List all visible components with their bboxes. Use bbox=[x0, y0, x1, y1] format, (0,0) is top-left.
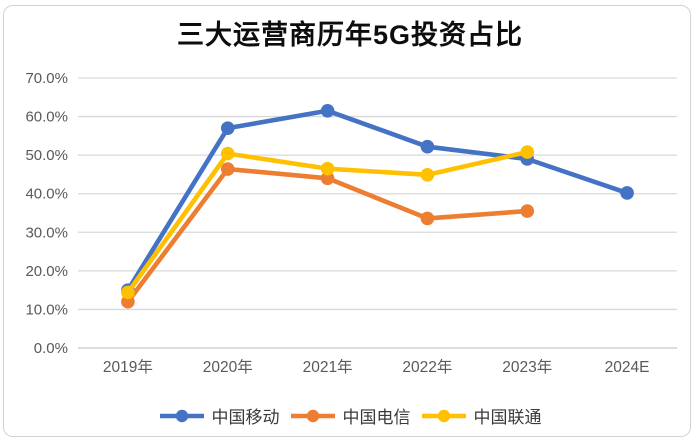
chart-legend: 中国移动 中国电信 中国联通 bbox=[0, 403, 700, 428]
data-point-china-unicom bbox=[520, 145, 535, 159]
data-point-china-unicom bbox=[320, 161, 335, 176]
y-tick-label: 60.0% bbox=[25, 109, 68, 126]
data-point-china-unicom bbox=[420, 168, 435, 182]
chart-frame bbox=[3, 5, 691, 437]
y-tick-label: 40.0% bbox=[25, 186, 68, 203]
data-point-china-telecom bbox=[420, 211, 435, 226]
x-tick-label: 2021年 bbox=[303, 358, 353, 376]
legend-marker-icon-china-mobile bbox=[159, 409, 204, 422]
x-tick-label: 2022年 bbox=[402, 358, 452, 376]
y-tick-label: 0.0% bbox=[34, 340, 68, 357]
legend-item-china-unicom: 中国联通 bbox=[421, 403, 542, 428]
data-point-china-mobile bbox=[320, 103, 335, 118]
data-point-china-unicom bbox=[121, 285, 135, 300]
x-tick-label: 2023年 bbox=[502, 358, 552, 376]
data-point-china-telecom bbox=[520, 204, 535, 218]
data-point-china-mobile bbox=[620, 186, 634, 200]
legend-marker-icon-china-telecom bbox=[290, 409, 335, 422]
y-tick-label: 20.0% bbox=[25, 263, 68, 280]
x-tick-label: 2020年 bbox=[203, 358, 253, 376]
data-point-china-telecom bbox=[220, 162, 235, 176]
legend-label-china-telecom: 中国电信 bbox=[342, 408, 411, 427]
series-line-china-mobile bbox=[125, 108, 630, 293]
legend-marker-icon-china-unicom bbox=[421, 409, 466, 422]
data-point-china-unicom bbox=[220, 146, 235, 161]
legend-label-china-unicom: 中国联通 bbox=[473, 408, 542, 427]
y-tick-label: 50.0% bbox=[25, 147, 68, 164]
legend-item-china-telecom: 中国电信 bbox=[290, 403, 411, 428]
data-point-china-telecom bbox=[320, 171, 335, 186]
data-point-china-mobile bbox=[220, 121, 235, 135]
x-tick-label: 2019年 bbox=[103, 358, 153, 376]
legend-item-china-mobile: 中国移动 bbox=[159, 403, 280, 428]
chart-title: 三大运营商历年5G投资占比 bbox=[176, 20, 524, 50]
y-tick-label: 10.0% bbox=[25, 301, 68, 318]
data-point-china-mobile bbox=[420, 139, 435, 154]
x-tick-label: 2024E bbox=[605, 359, 650, 376]
legend-label-china-mobile: 中国移动 bbox=[211, 408, 280, 427]
y-tick-label: 70.0% bbox=[25, 70, 68, 87]
y-tick-label: 30.0% bbox=[25, 224, 68, 241]
